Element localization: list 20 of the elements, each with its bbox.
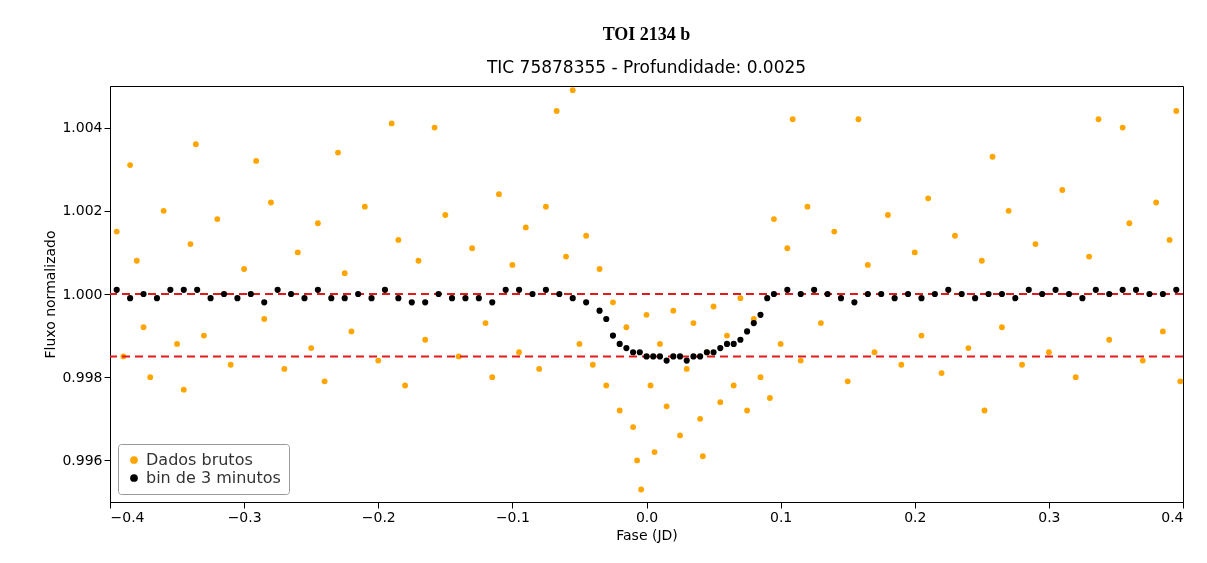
- x-tick-label: 0.1: [769, 508, 793, 525]
- x-axis-title: Fase (JD): [616, 526, 678, 543]
- x-tick-label: −0.2: [361, 508, 396, 525]
- x-tick-label: −0.1: [495, 508, 530, 525]
- y-tick-label: 0.996: [62, 451, 103, 468]
- legend-label: Dados brutos: [146, 450, 253, 469]
- y-tick-label: 1.004: [62, 119, 103, 136]
- x-tick-label: 0.0: [635, 508, 659, 525]
- chart-title: TOI 2134 b: [602, 24, 691, 44]
- x-tick-label: −0.4: [110, 508, 145, 525]
- y-tick-label: 1.002: [62, 202, 103, 219]
- x-tick-label: 0.4: [1161, 508, 1184, 525]
- x-tick-label: 0.2: [904, 508, 927, 525]
- y-axis-title: Fluxo normalizado: [42, 230, 59, 359]
- y-tick-label: 0.998: [62, 368, 103, 385]
- legend-label: bin de 3 minutos: [146, 468, 281, 487]
- x-tick-label: 0.3: [1038, 508, 1061, 525]
- y-tick-label: 1.000: [62, 285, 103, 302]
- x-tick-label: −0.3: [227, 508, 262, 525]
- chart-subtitle: TIC 75878355 - Profundidade: 0.0025: [485, 57, 807, 77]
